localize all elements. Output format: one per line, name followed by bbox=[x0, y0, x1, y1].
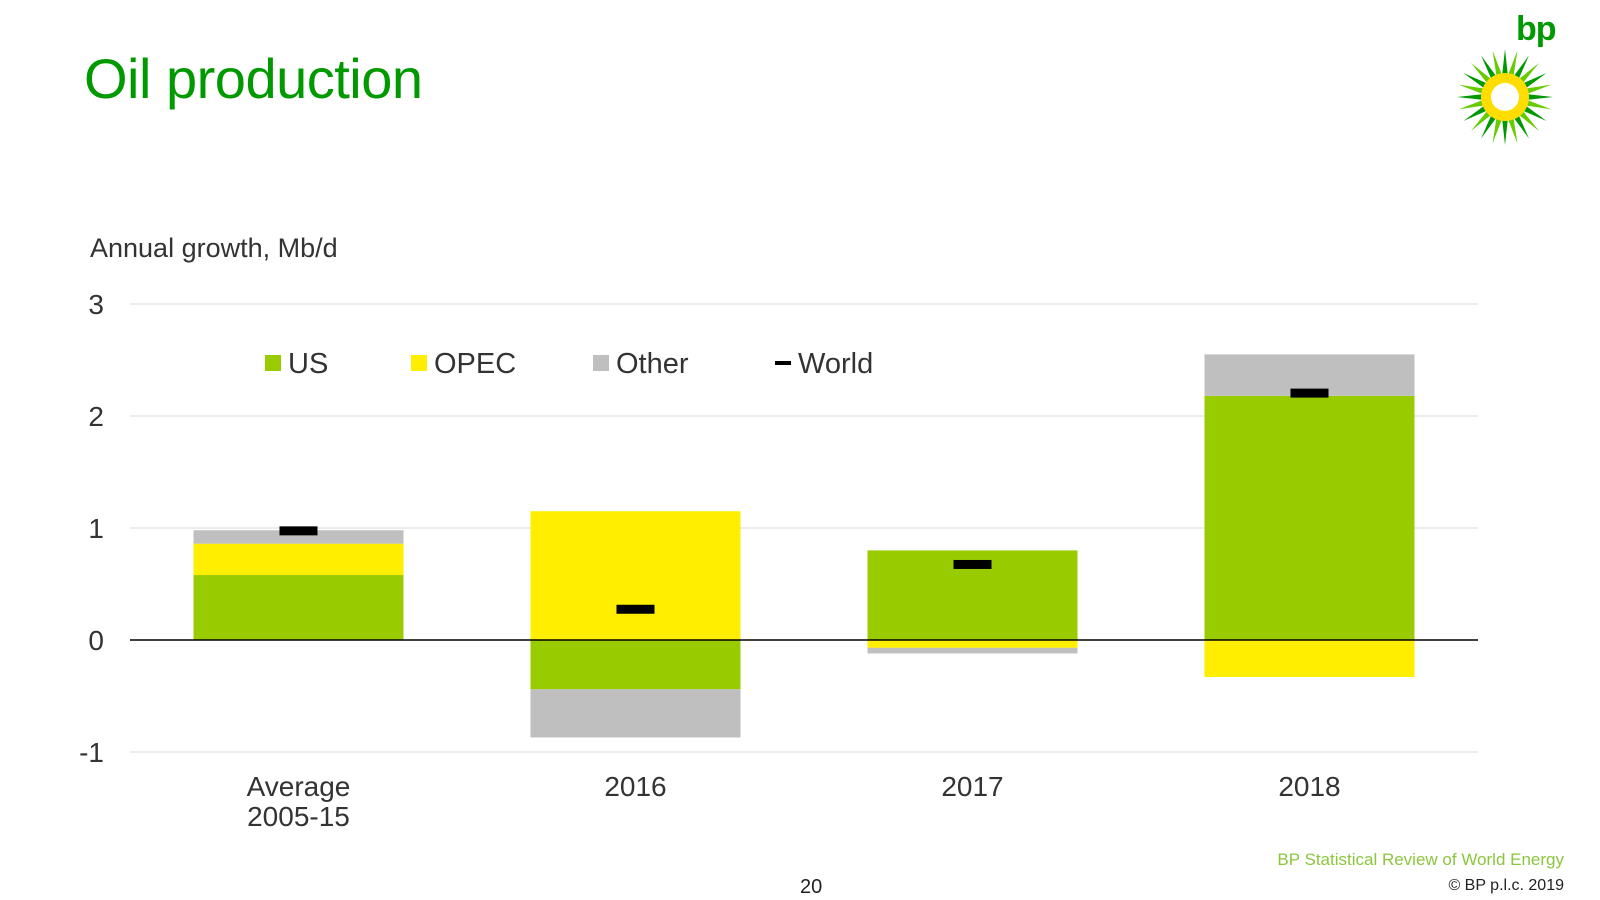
logo-ray bbox=[1507, 117, 1518, 144]
bar-us bbox=[1204, 395, 1415, 640]
bars bbox=[193, 354, 1415, 738]
logo-ray bbox=[1492, 50, 1503, 77]
bar-us bbox=[530, 640, 741, 690]
legend-label-opec: OPEC bbox=[434, 348, 516, 380]
y-tick-label: 3 bbox=[88, 289, 104, 320]
page-number: 20 bbox=[800, 876, 823, 898]
y-tick-labels: 3 2 1 0 -1 bbox=[79, 289, 104, 768]
logo-ray bbox=[1522, 105, 1547, 121]
bar-opec bbox=[867, 640, 1078, 648]
legend-swatch-us bbox=[265, 355, 281, 371]
logo-ray bbox=[1502, 118, 1508, 145]
logo-ray bbox=[1526, 94, 1553, 100]
world-marker bbox=[616, 604, 655, 614]
y-tick-label: 2 bbox=[88, 401, 104, 432]
slide-title: Oil production bbox=[84, 47, 423, 110]
bp-helios-logo bbox=[1457, 49, 1553, 145]
copyright-note: © BP p.l.c. 2019 bbox=[1448, 877, 1564, 894]
bar-opec bbox=[530, 511, 741, 640]
category-label: 2018 bbox=[1278, 771, 1340, 802]
logo-ray bbox=[1513, 114, 1529, 139]
legend-label-other: Other bbox=[616, 348, 689, 380]
legend-label-world: World bbox=[798, 348, 873, 380]
legend-swatch-other bbox=[593, 355, 609, 371]
bp-logo-text: bp bbox=[1516, 10, 1557, 48]
bar-other bbox=[193, 530, 404, 544]
category-label: 2017 bbox=[941, 771, 1003, 802]
y-axis-label: Annual growth, Mb/d bbox=[90, 233, 338, 263]
logo-ray bbox=[1513, 55, 1529, 80]
bar-other bbox=[867, 647, 1078, 654]
logo-ray bbox=[1525, 84, 1552, 95]
world-marker bbox=[953, 559, 992, 569]
world-marker bbox=[279, 526, 318, 536]
y-tick-label: 1 bbox=[88, 513, 104, 544]
bar-opec bbox=[193, 543, 404, 576]
category-label: 2005-15 bbox=[247, 801, 350, 832]
logo-ray bbox=[1463, 73, 1488, 89]
legend: US OPEC Other World bbox=[265, 348, 873, 380]
legend-label-us: US bbox=[288, 348, 328, 380]
logo-ray bbox=[1525, 99, 1552, 110]
bar-other bbox=[530, 689, 741, 738]
category-label: Average bbox=[247, 771, 351, 802]
legend-swatch-opec bbox=[411, 355, 427, 371]
world-markers bbox=[279, 388, 1329, 614]
logo-ray bbox=[1463, 105, 1488, 121]
logo-ray bbox=[1492, 117, 1503, 144]
bar-opec bbox=[1204, 640, 1415, 677]
legend-swatch-world bbox=[775, 361, 791, 365]
logo-ray bbox=[1457, 94, 1484, 100]
logo-ray bbox=[1471, 63, 1492, 84]
y-tick-label: -1 bbox=[79, 737, 104, 768]
world-marker bbox=[1290, 388, 1329, 398]
source-note: BP Statistical Review of World Energy bbox=[1277, 850, 1564, 869]
logo-ray bbox=[1507, 50, 1518, 77]
logo-ray bbox=[1458, 99, 1485, 110]
logo-ray bbox=[1518, 63, 1539, 84]
logo-ray bbox=[1481, 114, 1497, 139]
category-label: 2016 bbox=[604, 771, 666, 802]
bar-us bbox=[193, 575, 404, 640]
y-tick-label: 0 bbox=[88, 625, 104, 656]
logo-ray bbox=[1522, 73, 1547, 89]
logo-ray bbox=[1481, 55, 1497, 80]
logo-ray bbox=[1458, 84, 1485, 95]
logo-ray bbox=[1471, 110, 1492, 131]
logo-ray bbox=[1502, 49, 1508, 76]
logo-ray bbox=[1518, 110, 1539, 131]
